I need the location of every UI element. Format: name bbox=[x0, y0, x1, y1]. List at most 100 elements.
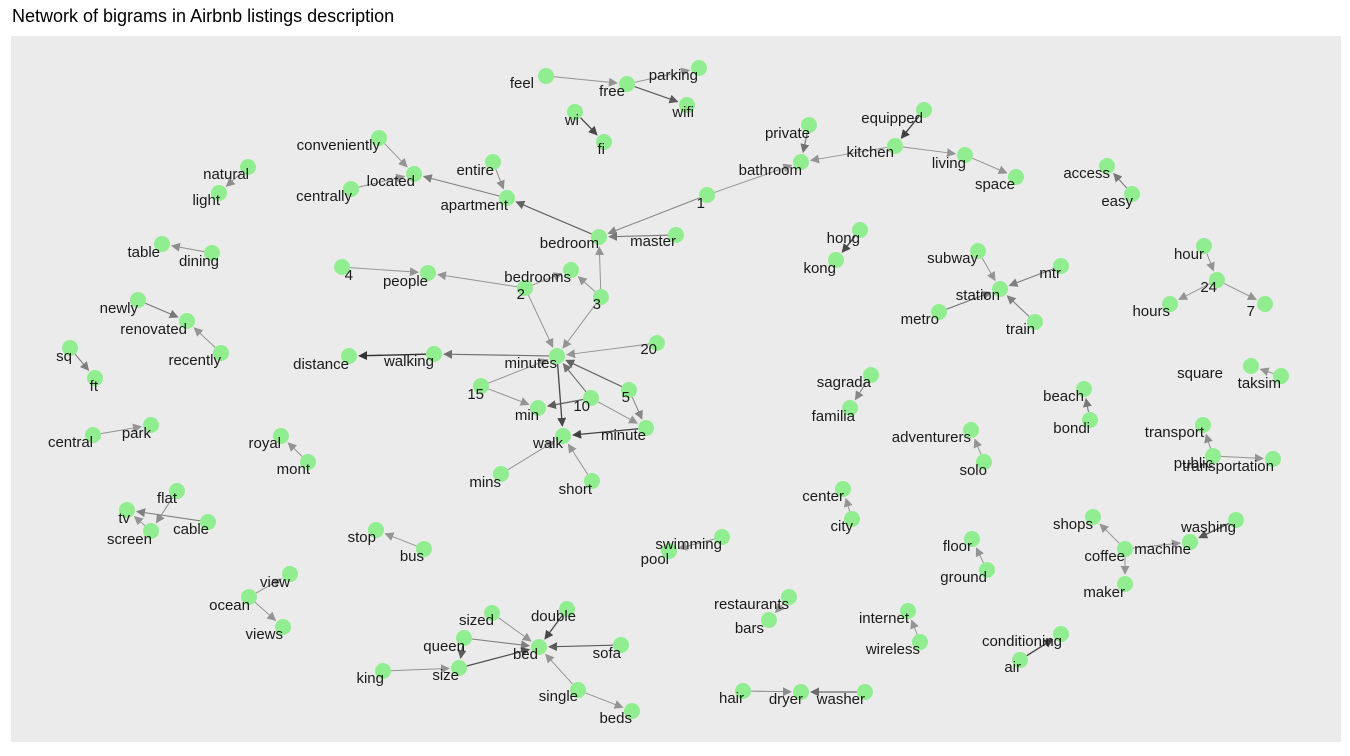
node-sagrada bbox=[863, 367, 879, 383]
edge-three-bedroom bbox=[595, 246, 605, 290]
node-label-minute: minute bbox=[601, 427, 646, 444]
edge-coffee-machine bbox=[1132, 539, 1181, 549]
edge-one-bedroom bbox=[607, 197, 700, 235]
plot-panel bbox=[11, 36, 1341, 742]
node-label-five: 5 bbox=[622, 389, 630, 406]
node-transportation bbox=[1265, 451, 1281, 467]
node-dining bbox=[204, 245, 220, 261]
node-single bbox=[570, 682, 586, 698]
node-beach bbox=[1076, 381, 1092, 397]
node-five bbox=[621, 382, 637, 398]
node-label-bondi: bondi bbox=[1053, 420, 1090, 437]
node-bus bbox=[416, 541, 432, 557]
node-square bbox=[1243, 358, 1259, 374]
node-four bbox=[334, 259, 350, 275]
edge-mtr-station bbox=[1008, 268, 1054, 287]
node-label-walk: walk bbox=[532, 435, 564, 452]
node-wi bbox=[567, 104, 583, 120]
node-familia bbox=[842, 400, 858, 416]
node-label-station: station bbox=[956, 287, 1000, 304]
node-label-bed: bed bbox=[513, 646, 538, 663]
edge-queen-bed bbox=[471, 638, 530, 650]
edge-hour-twentyfour bbox=[1206, 253, 1215, 272]
node-label-people: people bbox=[383, 273, 428, 290]
edge-sofa-bed bbox=[548, 642, 614, 652]
edge-ten-minute bbox=[597, 401, 638, 424]
node-minutes bbox=[549, 348, 565, 364]
node-views bbox=[275, 619, 291, 635]
node-bed bbox=[531, 639, 547, 655]
nodes-layer bbox=[62, 60, 1289, 719]
edge-ocean-views bbox=[254, 601, 277, 621]
node-label-entire: entire bbox=[456, 162, 494, 179]
node-label-size: size bbox=[432, 667, 459, 684]
edge-coffee-shops bbox=[1099, 523, 1120, 544]
node-label-views: views bbox=[245, 626, 283, 643]
node-hour bbox=[1196, 238, 1212, 254]
edge-city-center bbox=[843, 497, 853, 512]
edge-wireless-internet bbox=[910, 619, 919, 635]
edge-apartment-located bbox=[422, 174, 500, 197]
node-label-screen: screen bbox=[107, 531, 152, 548]
node-screen bbox=[143, 523, 159, 539]
node-label-equipped: equipped bbox=[861, 110, 923, 127]
node-label-light: light bbox=[192, 192, 220, 209]
node-label-conveniently: conveniently bbox=[297, 137, 381, 154]
edge-conveniently-located bbox=[384, 143, 408, 168]
node-label-ocean: ocean bbox=[209, 597, 250, 614]
node-king bbox=[375, 663, 391, 679]
node-label-wifi: wifi bbox=[671, 104, 694, 121]
edge-metro-station bbox=[946, 291, 992, 310]
node-label-fi: fi bbox=[598, 141, 606, 158]
node-label-hong: hong bbox=[827, 230, 860, 247]
edge-cable-tv bbox=[136, 508, 201, 522]
node-label-natural: natural bbox=[203, 166, 249, 183]
edge-ground-floor bbox=[975, 547, 984, 564]
node-label-metro: metro bbox=[901, 311, 939, 328]
node-one bbox=[699, 187, 715, 203]
node-label-machine: machine bbox=[1134, 541, 1191, 558]
node-walk bbox=[555, 428, 571, 444]
node-equipped bbox=[916, 102, 932, 118]
node-label-twentyfour: 24 bbox=[1200, 279, 1217, 296]
node-label-mtr: mtr bbox=[1039, 265, 1061, 282]
edge-minutes-walk bbox=[556, 363, 567, 427]
node-free bbox=[619, 76, 635, 92]
node-fi bbox=[596, 134, 612, 150]
edge-five-minute bbox=[631, 397, 643, 420]
node-label-twenty: 20 bbox=[640, 341, 657, 358]
node-natural bbox=[240, 159, 256, 175]
edges-layer bbox=[74, 67, 1274, 709]
node-label-ground: ground bbox=[940, 569, 987, 586]
edge-single-beds bbox=[585, 692, 624, 709]
node-label-table: table bbox=[127, 244, 160, 261]
node-label-bus: bus bbox=[400, 548, 424, 565]
node-label-double: double bbox=[531, 608, 576, 625]
edge-feel-free bbox=[553, 76, 618, 87]
node-size bbox=[451, 660, 467, 676]
edge-washing-machine bbox=[1198, 522, 1230, 539]
edge-one-bathroom bbox=[714, 163, 793, 193]
node-twentyfour bbox=[1209, 272, 1225, 288]
edge-private-bathroom bbox=[800, 132, 810, 154]
chart-title: Network of bigrams in Airbnb listings de… bbox=[12, 6, 395, 26]
edge-fifteen-min bbox=[488, 388, 530, 406]
edge-kitchen-bathroom bbox=[810, 146, 888, 164]
node-double bbox=[559, 601, 575, 617]
node-adventurers bbox=[963, 422, 979, 438]
node-label-king: king bbox=[356, 670, 384, 687]
node-tv bbox=[119, 502, 135, 518]
node-label-space: space bbox=[975, 176, 1015, 193]
node-label-easy: easy bbox=[1101, 193, 1133, 210]
node-label-stop: stop bbox=[348, 529, 376, 546]
node-bars bbox=[761, 612, 777, 628]
node-label-master: master bbox=[630, 233, 676, 250]
edge-living-space bbox=[972, 157, 1008, 174]
edge-restaurants-bars bbox=[775, 602, 785, 614]
node-city bbox=[844, 511, 860, 527]
node-label-located: located bbox=[367, 173, 415, 190]
node-label-seven: 7 bbox=[1247, 303, 1255, 320]
node-ft bbox=[87, 370, 103, 386]
node-label-center: center bbox=[802, 488, 844, 505]
edge-ten-min bbox=[546, 398, 584, 410]
